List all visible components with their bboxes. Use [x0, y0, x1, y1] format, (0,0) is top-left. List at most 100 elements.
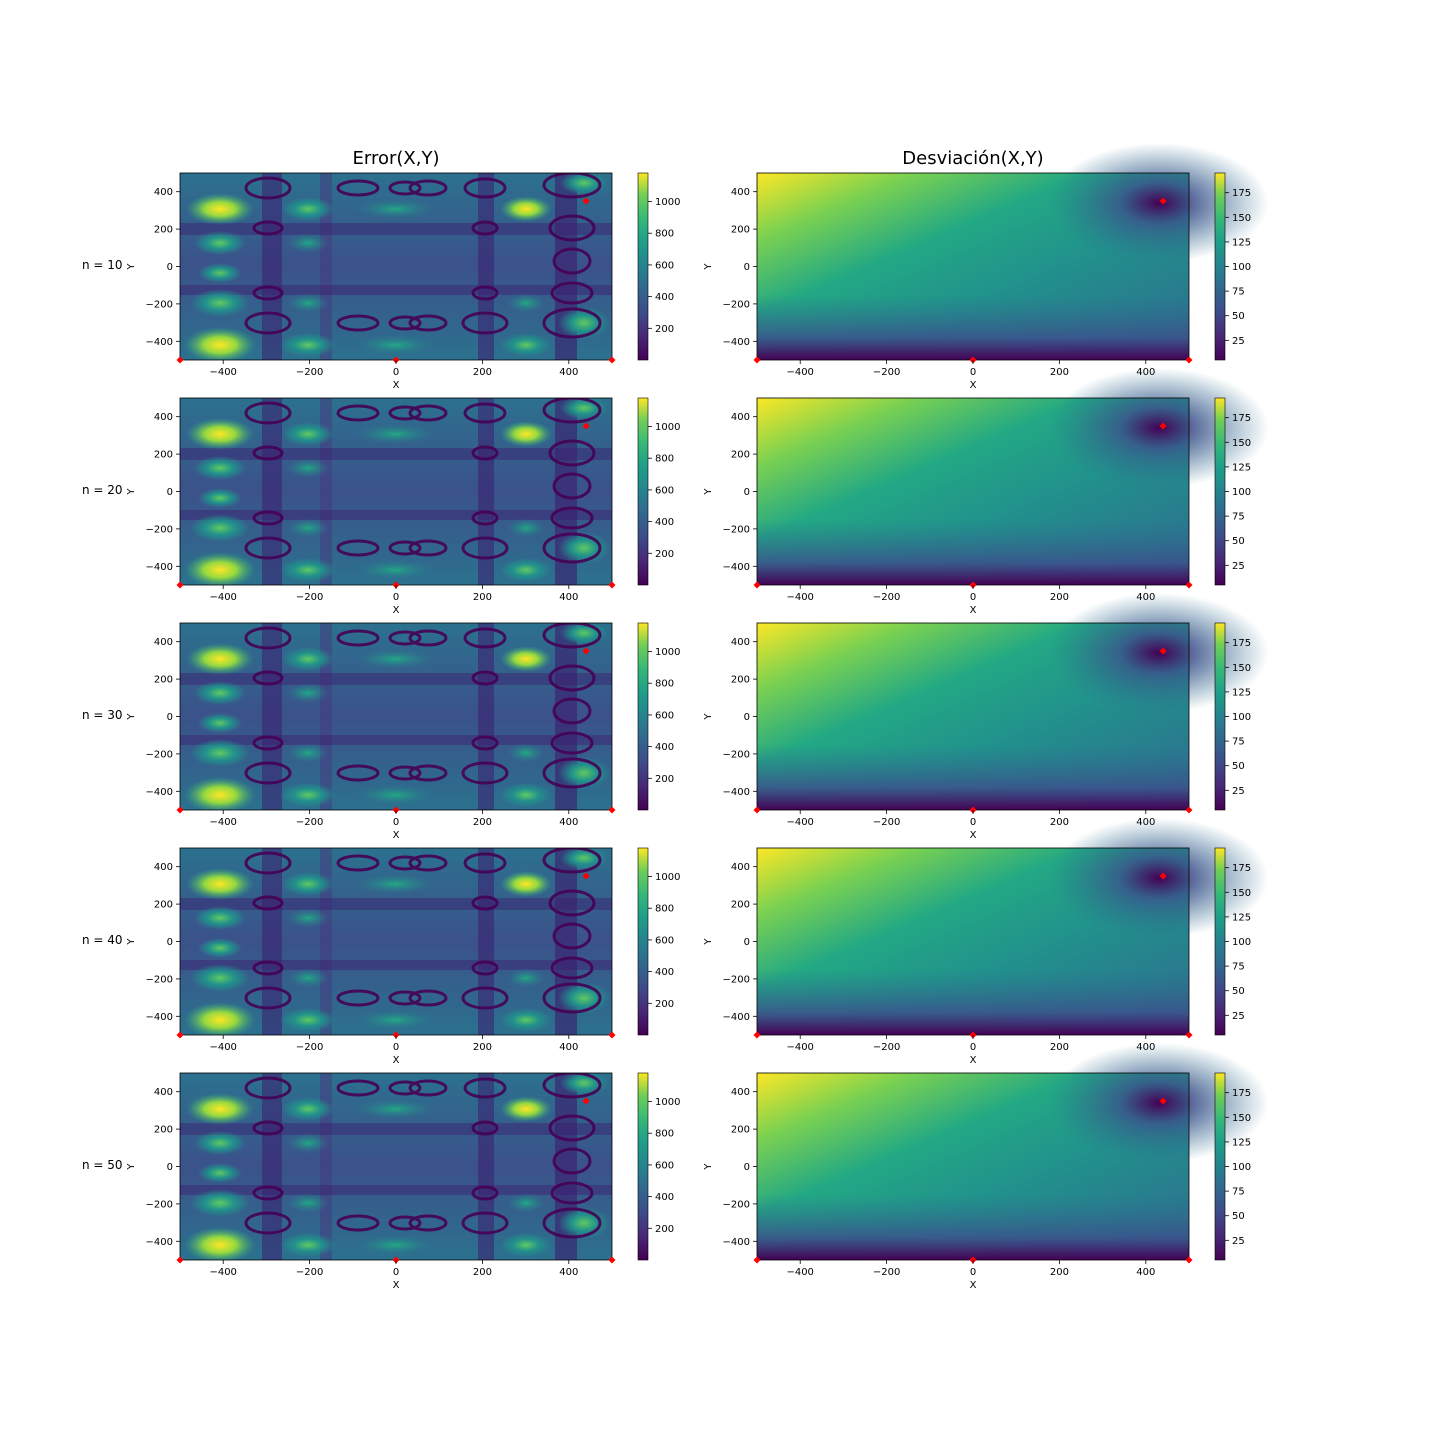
y-tick-label: 0 — [167, 262, 173, 273]
x-tick-label: −200 — [873, 1042, 900, 1053]
colorbar-tick-label: 50 — [1232, 311, 1245, 322]
marker-point — [582, 422, 590, 430]
marker-point — [608, 806, 616, 814]
marker-point — [1185, 356, 1193, 364]
colorbar-tick-label: 150 — [1232, 663, 1251, 674]
y-tick-label: 0 — [744, 937, 750, 948]
colorbar-tick-label: 75 — [1232, 962, 1245, 973]
marker-point — [1159, 197, 1167, 205]
marker-point — [176, 806, 184, 814]
colorbar-tick-label: 1000 — [655, 422, 680, 433]
colorbar-tick-label: 125 — [1232, 1137, 1251, 1148]
marker-point — [1185, 1256, 1193, 1264]
row-label-n40: n = 40 — [82, 933, 123, 947]
x-tick-label: 200 — [473, 1267, 492, 1278]
marker-point — [608, 1256, 616, 1264]
x-tick-label: 0 — [970, 367, 976, 378]
y-tick-label: 200 — [731, 900, 750, 911]
x-tick-label: −400 — [786, 1267, 813, 1278]
x-tick-label: 200 — [1050, 1042, 1069, 1053]
colorbar-tick-label: 175 — [1232, 638, 1251, 649]
y-tick-label: 0 — [167, 937, 173, 948]
colorbar-tick-label: 800 — [655, 679, 674, 690]
marker-point — [582, 647, 590, 655]
colorbar-tick-label: 125 — [1232, 687, 1251, 698]
y-tick-label: 200 — [154, 900, 173, 911]
marker-point — [176, 581, 184, 589]
y-tick-label: 400 — [731, 637, 750, 648]
y-tick-label: −400 — [723, 337, 750, 348]
y-tick-label: 200 — [731, 1125, 750, 1136]
x-tick-label: −200 — [873, 817, 900, 828]
y-tick-label: 400 — [154, 187, 173, 198]
y-tick-label: 400 — [731, 862, 750, 873]
colorbar-tick-label: 200 — [655, 999, 674, 1010]
colorbar-tick-label: 1000 — [655, 1097, 680, 1108]
marker-point — [608, 1031, 616, 1039]
x-tick-label: 400 — [559, 817, 578, 828]
y-axis-label: Y — [703, 488, 714, 496]
marker-point — [582, 1097, 590, 1105]
colorbar-tick-label: 25 — [1232, 786, 1245, 797]
colorbar-tick-label: 75 — [1232, 287, 1245, 298]
y-tick-label: 400 — [731, 1087, 750, 1098]
y-tick-label: 0 — [744, 1162, 750, 1173]
y-tick-label: 200 — [154, 450, 173, 461]
colorbar — [637, 172, 649, 361]
y-tick-label: 400 — [154, 637, 173, 648]
marker-point — [1159, 422, 1167, 430]
x-tick-label: 200 — [1050, 1267, 1069, 1278]
y-tick-label: 400 — [154, 862, 173, 873]
x-tick-label: 0 — [970, 1042, 976, 1053]
y-tick-label: 0 — [167, 487, 173, 498]
y-tick-label: −400 — [146, 1237, 173, 1248]
colorbar-tick-label: 125 — [1232, 237, 1251, 248]
x-axis-label: X — [393, 1055, 400, 1066]
x-tick-label: −200 — [296, 592, 323, 603]
colorbar-tick-label: 150 — [1232, 438, 1251, 449]
y-axis-label: Y — [126, 263, 137, 271]
heatmap-field — [180, 623, 612, 810]
marker-point — [1159, 647, 1167, 655]
x-tick-label: 0 — [970, 817, 976, 828]
y-tick-label: −400 — [723, 1237, 750, 1248]
colorbar-tick-label: 400 — [655, 1192, 674, 1203]
y-tick-label: 400 — [731, 187, 750, 198]
colorbar — [1214, 622, 1226, 811]
y-tick-label: −400 — [723, 562, 750, 573]
x-axis-label: X — [393, 605, 400, 616]
x-axis-label: X — [393, 830, 400, 841]
y-axis-label: Y — [126, 713, 137, 721]
x-axis-label: X — [970, 605, 977, 616]
colorbar-tick-label: 75 — [1232, 512, 1245, 523]
y-tick-label: −200 — [723, 1199, 750, 1210]
error-heatmap-0: −400 −200 0 200 400 X −400 −200 0 200 400 Y 200 400 60… — [126, 172, 680, 391]
heatmap-field — [180, 848, 612, 1035]
colorbar — [1214, 172, 1226, 361]
colorbar-tick-label: 25 — [1232, 336, 1245, 347]
y-axis-label: Y — [703, 938, 714, 946]
y-tick-label: −400 — [146, 787, 173, 798]
marker-point — [608, 356, 616, 364]
y-tick-label: −400 — [146, 1012, 173, 1023]
y-tick-label: 200 — [154, 225, 173, 236]
colorbar-tick-label: 50 — [1232, 761, 1245, 772]
y-tick-label: −400 — [723, 1012, 750, 1023]
colorbar — [637, 847, 649, 1036]
heatmap-pattern — [180, 173, 612, 360]
colorbar-tick-label: 1000 — [655, 197, 680, 208]
y-axis-label: Y — [703, 1163, 714, 1171]
row-label-n20: n = 20 — [82, 483, 123, 497]
x-tick-label: −400 — [786, 817, 813, 828]
marker-point — [753, 356, 761, 364]
marker-point — [753, 806, 761, 814]
colorbar — [637, 622, 649, 811]
colorbar-tick-label: 800 — [655, 454, 674, 465]
y-tick-label: 0 — [744, 262, 750, 273]
y-tick-label: 200 — [731, 675, 750, 686]
colorbar — [1214, 397, 1226, 586]
marker-point — [753, 1031, 761, 1039]
x-tick-label: 0 — [970, 592, 976, 603]
x-tick-label: 0 — [393, 817, 399, 828]
